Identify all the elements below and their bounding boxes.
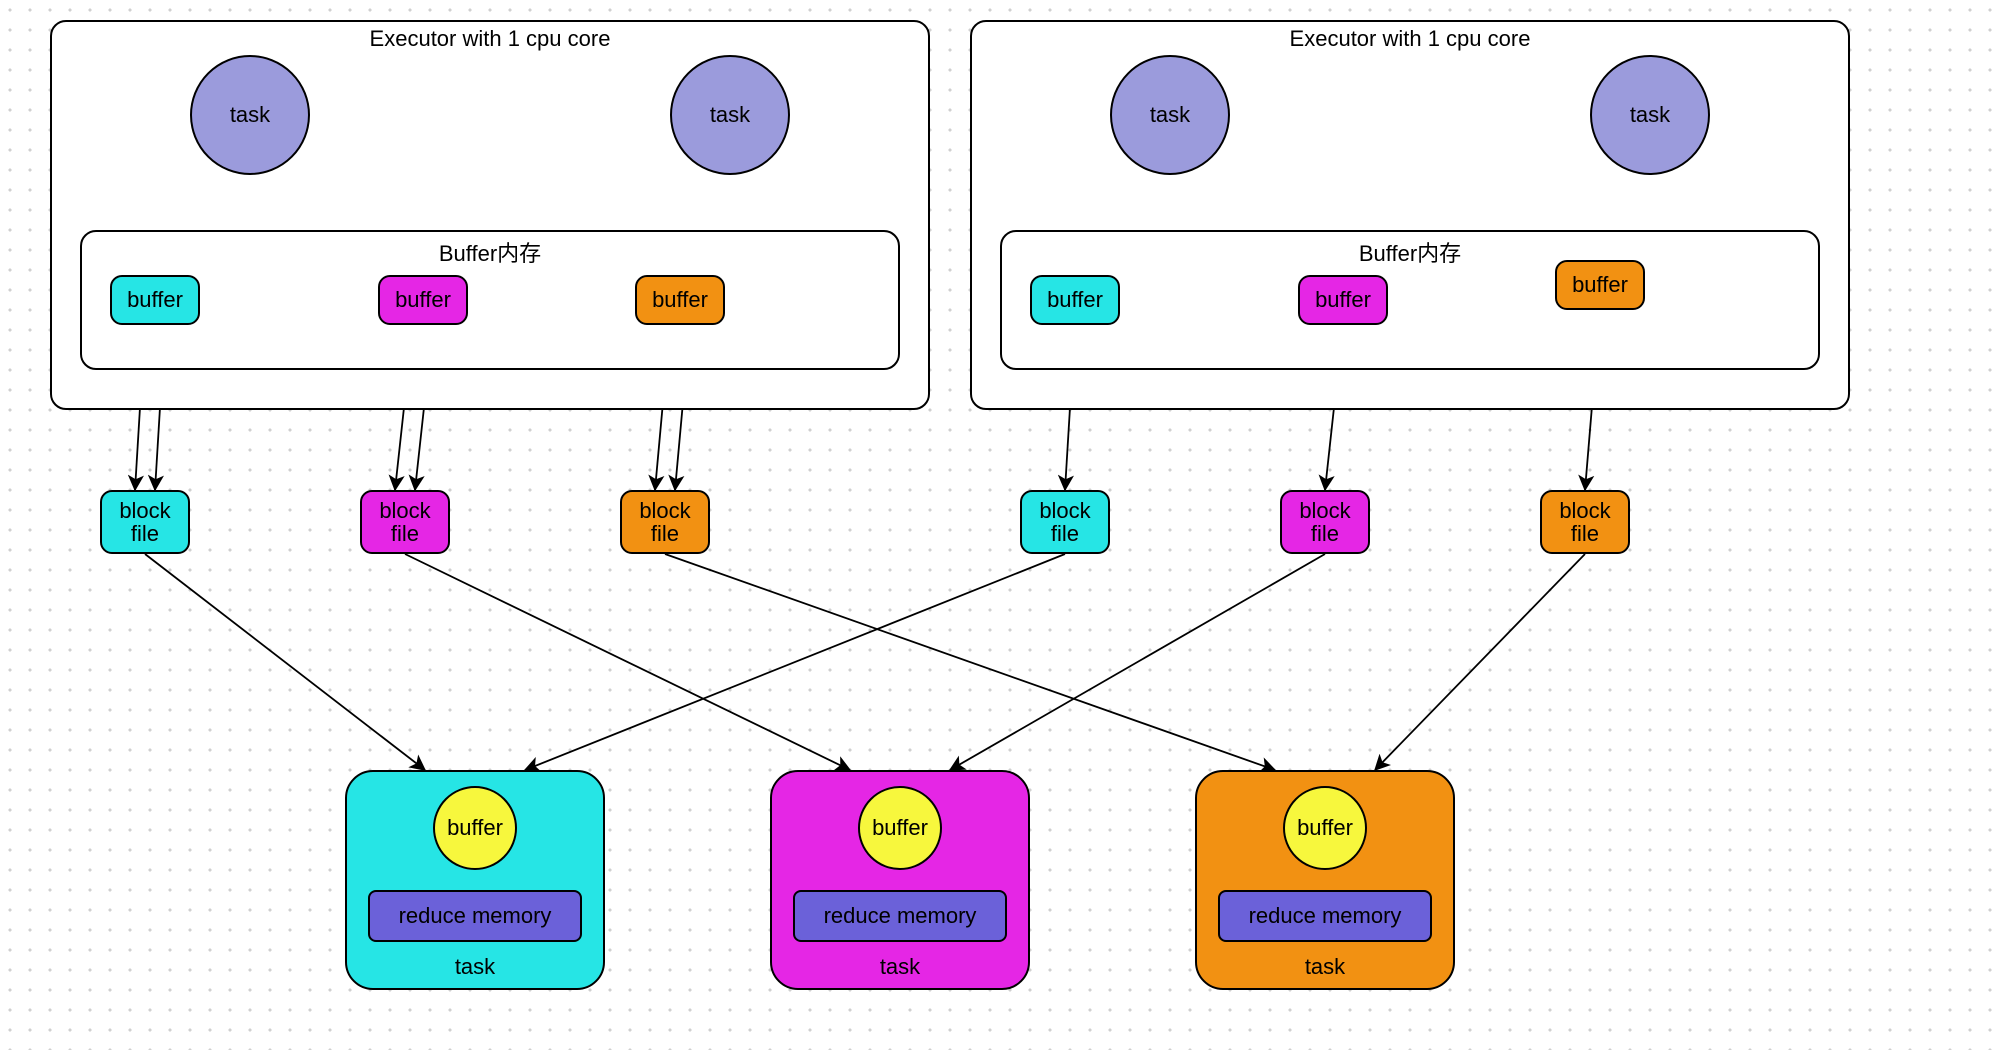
buffer-panel-2: Buffer内存	[1000, 230, 1820, 370]
executor-title-1: Executor with 1 cpu core	[52, 26, 928, 52]
buffer-panel-title-1: Buffer内存	[82, 236, 898, 268]
task-circle: task	[670, 55, 790, 175]
buffer-box: buffer	[378, 275, 468, 325]
reduce-memory-box: reduce memory	[1218, 890, 1432, 942]
block-file-box: block file	[100, 490, 190, 554]
buffer-box: buffer	[1555, 260, 1645, 310]
task-circle: task	[1590, 55, 1710, 175]
task-circle: task	[1110, 55, 1230, 175]
reduce-task-box: buffer reduce memory task	[345, 770, 605, 990]
block-file-box: block file	[1540, 490, 1630, 554]
reduce-memory-box: reduce memory	[793, 890, 1007, 942]
buffer-panel-1: Buffer内存	[80, 230, 900, 370]
buffer-box: buffer	[1298, 275, 1388, 325]
reduce-buffer-circle: buffer	[1283, 786, 1367, 870]
buffer-box: buffer	[110, 275, 200, 325]
buffer-box: buffer	[1030, 275, 1120, 325]
task-circle: task	[190, 55, 310, 175]
reduce-task-box: buffer reduce memory task	[770, 770, 1030, 990]
edge	[525, 554, 1065, 770]
edge	[665, 554, 1275, 770]
reduce-task-label: task	[772, 954, 1028, 980]
block-file-box: block file	[360, 490, 450, 554]
edge	[405, 554, 850, 770]
block-file-box: block file	[620, 490, 710, 554]
block-file-box: block file	[1020, 490, 1110, 554]
buffer-panel-title-2: Buffer内存	[1002, 236, 1818, 268]
edge	[1375, 554, 1585, 770]
edge	[145, 554, 425, 770]
executor-title-2: Executor with 1 cpu core	[972, 26, 1848, 52]
edge	[950, 554, 1325, 770]
reduce-task-label: task	[1197, 954, 1453, 980]
block-file-box: block file	[1280, 490, 1370, 554]
reduce-task-box: buffer reduce memory task	[1195, 770, 1455, 990]
buffer-box: buffer	[635, 275, 725, 325]
reduce-buffer-circle: buffer	[858, 786, 942, 870]
reduce-task-label: task	[347, 954, 603, 980]
reduce-memory-box: reduce memory	[368, 890, 582, 942]
reduce-buffer-circle: buffer	[433, 786, 517, 870]
